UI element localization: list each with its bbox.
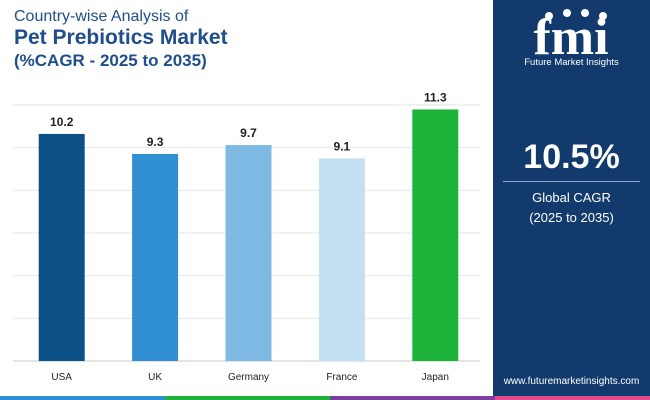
data-label: 9.3 bbox=[147, 135, 164, 149]
x-tick-label: Japan bbox=[422, 372, 449, 383]
global-cagr-label: Global CAGR (2025 to 2035) bbox=[493, 188, 650, 228]
logo-icon-dot-2 bbox=[563, 9, 571, 17]
website-link[interactable]: www.futuremarketinsights.com bbox=[503, 376, 640, 387]
data-label: 11.3 bbox=[424, 90, 447, 104]
side-panel: fmi Future Market Insights 10.5% Global … bbox=[493, 0, 650, 400]
data-label: 9.7 bbox=[240, 126, 257, 140]
bar-chart: 10.2 USA 9.3 UK 9.7 Germany 9.1 France 11.3 Japan bbox=[13, 90, 480, 383]
strip-segment-2 bbox=[165, 396, 330, 400]
logo-icon-dot-1 bbox=[545, 12, 553, 20]
cagr-period-text: (2025 to 2035) bbox=[529, 210, 614, 225]
strip-segment-3 bbox=[330, 396, 495, 400]
bar-germany bbox=[225, 145, 272, 361]
chart-title: Pet Prebiotics Market bbox=[14, 26, 228, 49]
chart-title-block: Country-wise Analysis of Pet Prebiotics … bbox=[14, 8, 228, 71]
chart-subtitle: (%CAGR - 2025 to 2035) bbox=[14, 51, 207, 70]
cagr-label-text: Global CAGR bbox=[532, 190, 611, 205]
x-tick-label: USA bbox=[51, 372, 72, 383]
strip-segment-1 bbox=[0, 396, 165, 400]
strip-segment-4 bbox=[495, 396, 650, 400]
bar-france bbox=[318, 158, 365, 361]
x-tick-label: France bbox=[326, 372, 358, 383]
bottom-color-strip bbox=[0, 396, 650, 400]
bar-uk bbox=[132, 153, 179, 361]
bar-japan bbox=[412, 109, 459, 361]
logo-icon-dot-4 bbox=[599, 12, 607, 20]
logo-icon-dot-3 bbox=[581, 9, 589, 17]
x-tick-label: UK bbox=[148, 372, 162, 383]
logo-subtitle: Future Market Insights bbox=[524, 57, 619, 68]
bar-usa bbox=[38, 133, 85, 361]
data-label: 10.2 bbox=[50, 115, 74, 129]
global-cagr-value: 10.5% bbox=[523, 138, 620, 176]
divider bbox=[503, 181, 640, 182]
x-tick-label: Germany bbox=[228, 372, 269, 383]
fmi-logo: fmi bbox=[533, 9, 609, 66]
chart-title-line1: Country-wise Analysis of bbox=[14, 8, 189, 25]
data-label: 9.1 bbox=[334, 139, 351, 153]
